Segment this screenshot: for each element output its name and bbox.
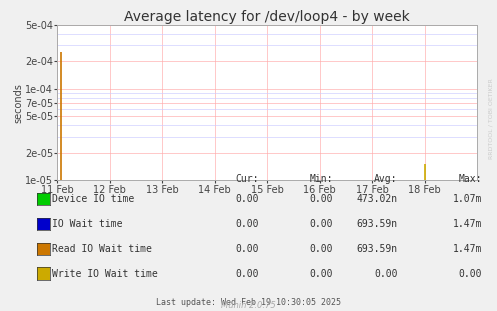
Text: Max:: Max: bbox=[459, 174, 482, 184]
Text: Last update: Wed Feb 19 10:30:05 2025: Last update: Wed Feb 19 10:30:05 2025 bbox=[156, 298, 341, 307]
Text: 0.00: 0.00 bbox=[310, 244, 333, 254]
Text: 0.00: 0.00 bbox=[310, 269, 333, 279]
Text: 1.47m: 1.47m bbox=[453, 219, 482, 229]
Text: 693.59n: 693.59n bbox=[356, 219, 398, 229]
Text: 473.02n: 473.02n bbox=[356, 194, 398, 204]
Text: 0.00: 0.00 bbox=[310, 219, 333, 229]
Text: Read IO Wait time: Read IO Wait time bbox=[52, 244, 152, 254]
Text: Device IO time: Device IO time bbox=[52, 194, 134, 204]
Text: 0.00: 0.00 bbox=[235, 269, 258, 279]
Text: Munin 2.0.75: Munin 2.0.75 bbox=[221, 301, 276, 310]
Text: 0.00: 0.00 bbox=[235, 194, 258, 204]
Title: Average latency for /dev/loop4 - by week: Average latency for /dev/loop4 - by week bbox=[124, 10, 410, 24]
Text: IO Wait time: IO Wait time bbox=[52, 219, 123, 229]
Text: 1.07m: 1.07m bbox=[453, 194, 482, 204]
Text: 0.00: 0.00 bbox=[235, 244, 258, 254]
Text: 0.00: 0.00 bbox=[374, 269, 398, 279]
Y-axis label: seconds: seconds bbox=[13, 83, 23, 123]
Text: Min:: Min: bbox=[310, 174, 333, 184]
Text: 0.00: 0.00 bbox=[459, 269, 482, 279]
Text: 693.59n: 693.59n bbox=[356, 244, 398, 254]
Text: 0.00: 0.00 bbox=[235, 219, 258, 229]
Text: RRDTOOL / TOBI OETIKER: RRDTOOL / TOBI OETIKER bbox=[488, 78, 493, 159]
Text: 0.00: 0.00 bbox=[310, 194, 333, 204]
Text: Write IO Wait time: Write IO Wait time bbox=[52, 269, 158, 279]
Text: Cur:: Cur: bbox=[235, 174, 258, 184]
Text: Avg:: Avg: bbox=[374, 174, 398, 184]
Text: 1.47m: 1.47m bbox=[453, 244, 482, 254]
